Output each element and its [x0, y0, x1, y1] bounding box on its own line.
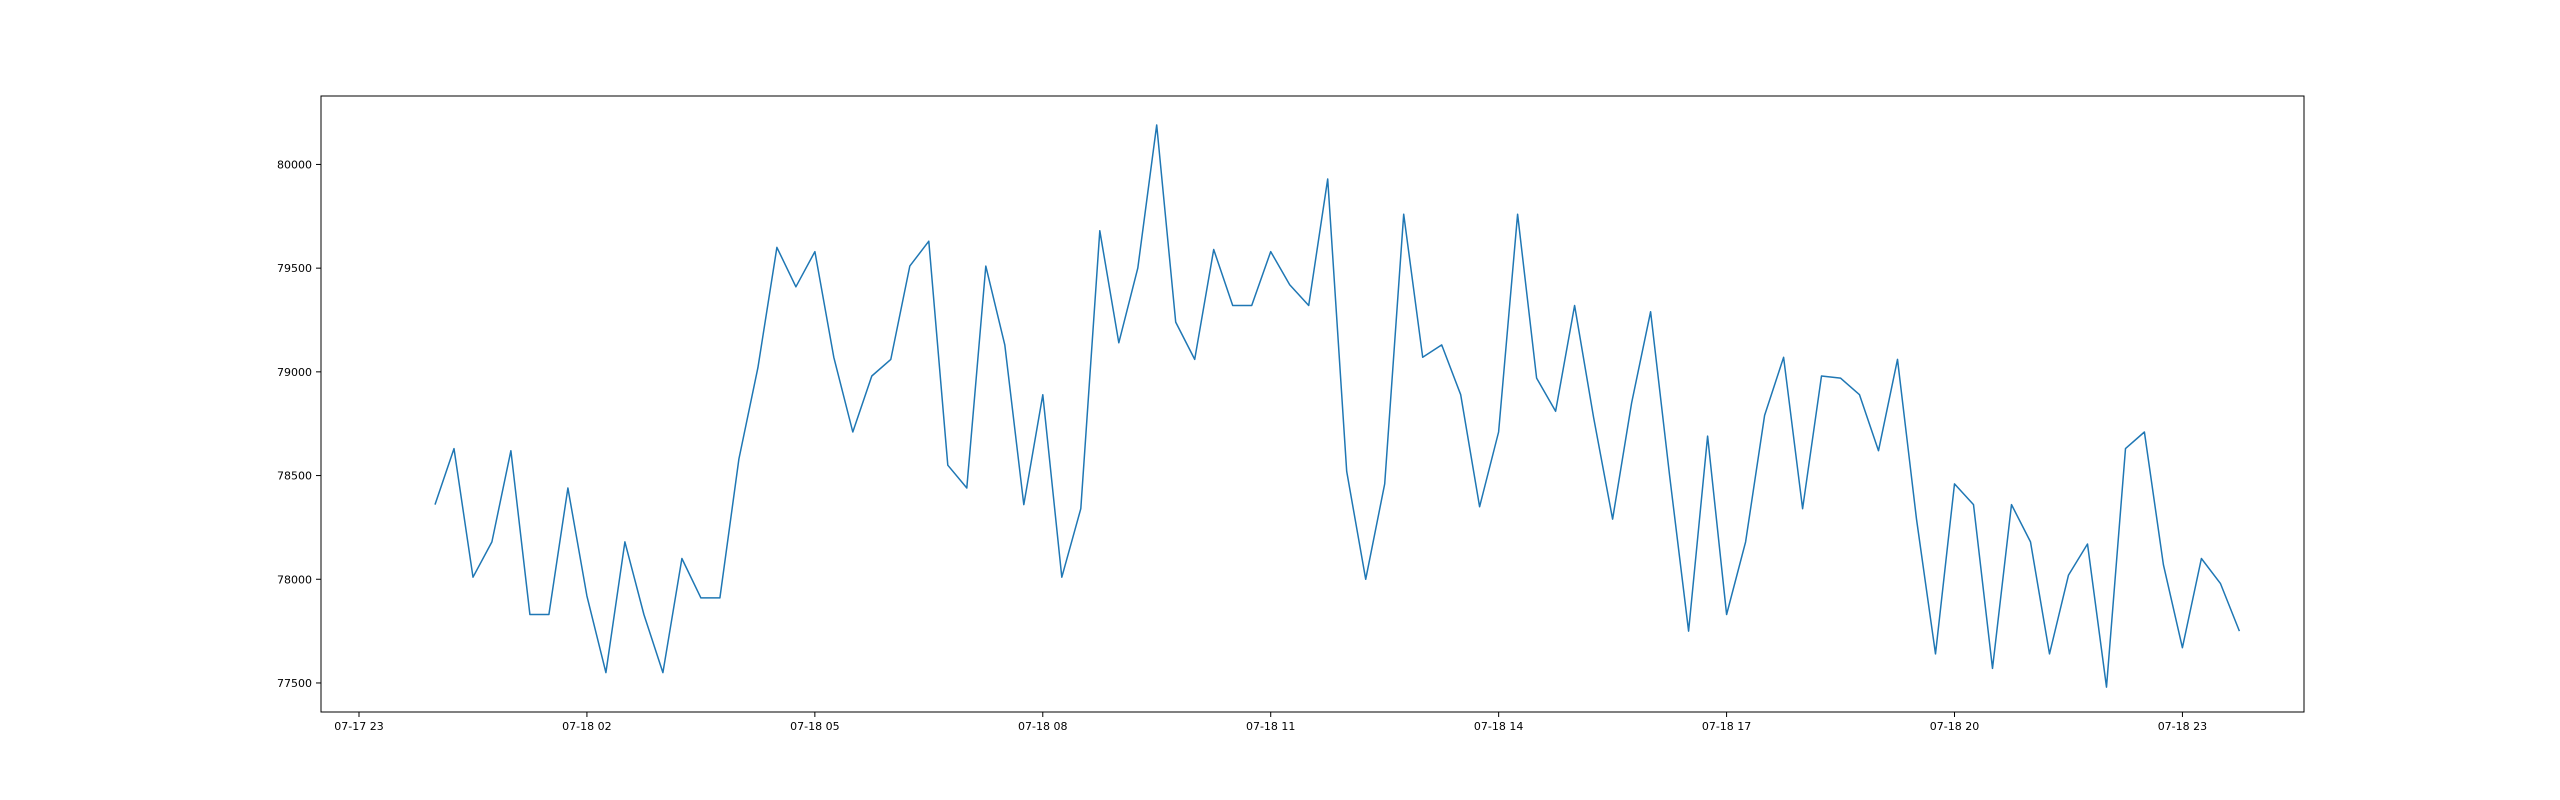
x-tick-label: 07-18 23 — [2158, 720, 2207, 733]
y-tick-label: 79000 — [277, 366, 312, 379]
x-tick-label: 07-18 08 — [1018, 720, 1067, 733]
plot-area: 77500 78000 78500 79000 79500 80000 07-17 23 07… — [277, 95, 2305, 733]
x-tick-label: 07-18 17 — [1702, 720, 1751, 733]
y-tick-label: 80000 — [277, 158, 312, 171]
y-tick-label: 77500 — [277, 677, 312, 690]
x-tick-label: 07-18 05 — [790, 720, 839, 733]
x-tick-label: 07-18 02 — [562, 720, 611, 733]
x-tick-label: 07-17 23 — [334, 720, 383, 733]
x-tick-label: 07-18 14 — [1474, 720, 1523, 733]
series-line — [434, 124, 2241, 688]
y-tick-label: 78500 — [277, 470, 312, 483]
x-tick-label: 07-18 11 — [1246, 720, 1295, 733]
y-tick-label: 78000 — [277, 573, 312, 586]
y-tick-label: 79500 — [277, 262, 312, 275]
x-tick-label: 07-18 20 — [1930, 720, 1979, 733]
axes-frame — [320, 95, 2305, 713]
